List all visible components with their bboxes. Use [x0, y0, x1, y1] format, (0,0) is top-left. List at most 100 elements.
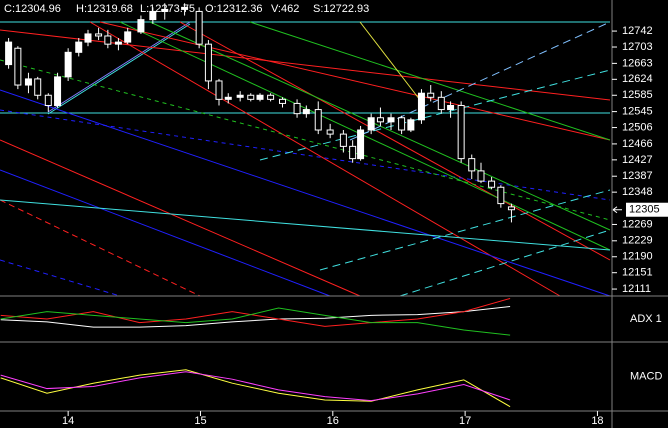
candle-body — [195, 10, 203, 45]
candle-body — [137, 19, 145, 33]
trend-line — [0, 199, 201, 297]
candle-body — [75, 41, 83, 53]
indicator-line — [0, 306, 511, 328]
y-tick-label: 12703 — [622, 41, 653, 53]
indicator-line — [0, 371, 511, 402]
x-tick-label: 15 — [194, 415, 206, 427]
candle-body — [224, 96, 232, 100]
trend-line — [259, 69, 611, 161]
trend-line — [0, 59, 611, 221]
header-volume: V:462 — [271, 3, 299, 15]
y-tick-label: 12545 — [622, 106, 653, 118]
indicator-line — [0, 307, 511, 336]
header-close: C:12304.96 — [4, 3, 61, 15]
indicator-line — [0, 297, 511, 327]
candle-body — [256, 94, 264, 100]
candle-body — [267, 94, 275, 100]
candle-body — [339, 133, 347, 147]
trend-lines — [0, 21, 611, 297]
candle-body — [279, 98, 287, 104]
header-open: O:12312.36 — [205, 3, 263, 15]
trend-line — [0, 89, 611, 297]
header-high: H:12319.68 — [76, 3, 133, 15]
candle-body — [326, 129, 334, 135]
candle-body — [247, 94, 255, 100]
trend-line — [0, 259, 121, 297]
y-tick-label: 12466 — [622, 138, 653, 150]
candle-body — [64, 51, 72, 78]
y-tick-label: 12663 — [622, 57, 653, 69]
candle-body — [24, 78, 32, 86]
candle-body — [427, 92, 435, 98]
y-tick-label: 12742 — [622, 25, 653, 37]
last-price-label: 12305 — [629, 204, 660, 216]
y-tick-label: 12269 — [622, 218, 653, 230]
x-tick-label: 17 — [459, 415, 471, 427]
y-tick-label: 12506 — [622, 121, 653, 133]
candle-body — [398, 117, 406, 131]
candle-body — [376, 117, 384, 123]
trend-line — [89, 21, 561, 297]
trend-line — [349, 21, 611, 141]
candle-body — [215, 80, 223, 100]
candle-body — [477, 170, 485, 182]
trend-line — [0, 199, 611, 251]
y-tick-label: 12585 — [622, 89, 653, 101]
candle-body — [44, 94, 52, 106]
y-tick-label: 12111 — [622, 283, 651, 295]
candle-body — [387, 117, 395, 123]
candle-body — [447, 104, 455, 111]
candle-body — [95, 33, 103, 37]
candle-body — [54, 76, 62, 106]
y-tick-label: 12151 — [622, 267, 653, 279]
candle-body — [293, 102, 301, 115]
header-setting: S:12722.93 — [313, 3, 369, 15]
candle-body — [407, 119, 415, 131]
trend-line — [99, 21, 611, 141]
indicator-line — [0, 369, 511, 408]
trend-line — [319, 189, 611, 271]
panel-label: ADX 1 — [630, 313, 662, 325]
y-tick-label: 12229 — [622, 235, 653, 247]
trend-line — [0, 139, 361, 297]
trend-line — [0, 109, 611, 201]
y-tick-label: 12190 — [622, 251, 653, 263]
trend-line — [399, 229, 611, 297]
candle-body — [104, 35, 112, 45]
candle-body — [114, 41, 122, 45]
trend-line — [0, 169, 331, 297]
trend-line — [359, 21, 421, 101]
trend-line — [47, 23, 191, 115]
y-tick-label: 12427 — [622, 154, 653, 166]
trend-line — [249, 21, 611, 141]
x-tick-label: 18 — [591, 415, 603, 427]
x-tick-label: 16 — [327, 415, 339, 427]
y-tick-label: 12348 — [622, 186, 653, 198]
candle-body — [181, 6, 189, 10]
candle-body — [149, 10, 157, 21]
candle-body — [34, 78, 42, 96]
y-tick-label: 12624 — [622, 73, 653, 85]
trend-line — [0, 29, 611, 101]
candle-body — [314, 109, 322, 131]
candle-body — [84, 33, 92, 43]
candle-body — [417, 92, 425, 121]
trend-line — [179, 21, 611, 261]
last-price-arrow — [612, 206, 622, 214]
candle-body — [14, 47, 22, 86]
panel-label: MACD — [630, 370, 662, 382]
y-tick-label: 12387 — [622, 170, 653, 182]
candle-body — [5, 41, 13, 66]
candle-body — [161, 8, 169, 12]
candle-body — [468, 158, 476, 172]
candle-body — [497, 186, 505, 205]
x-tick-label: 14 — [62, 415, 74, 427]
candle-body — [437, 96, 445, 111]
candle-body — [236, 94, 244, 98]
candle-body — [488, 180, 496, 188]
candle-body — [124, 31, 132, 43]
candle-body — [349, 145, 357, 160]
